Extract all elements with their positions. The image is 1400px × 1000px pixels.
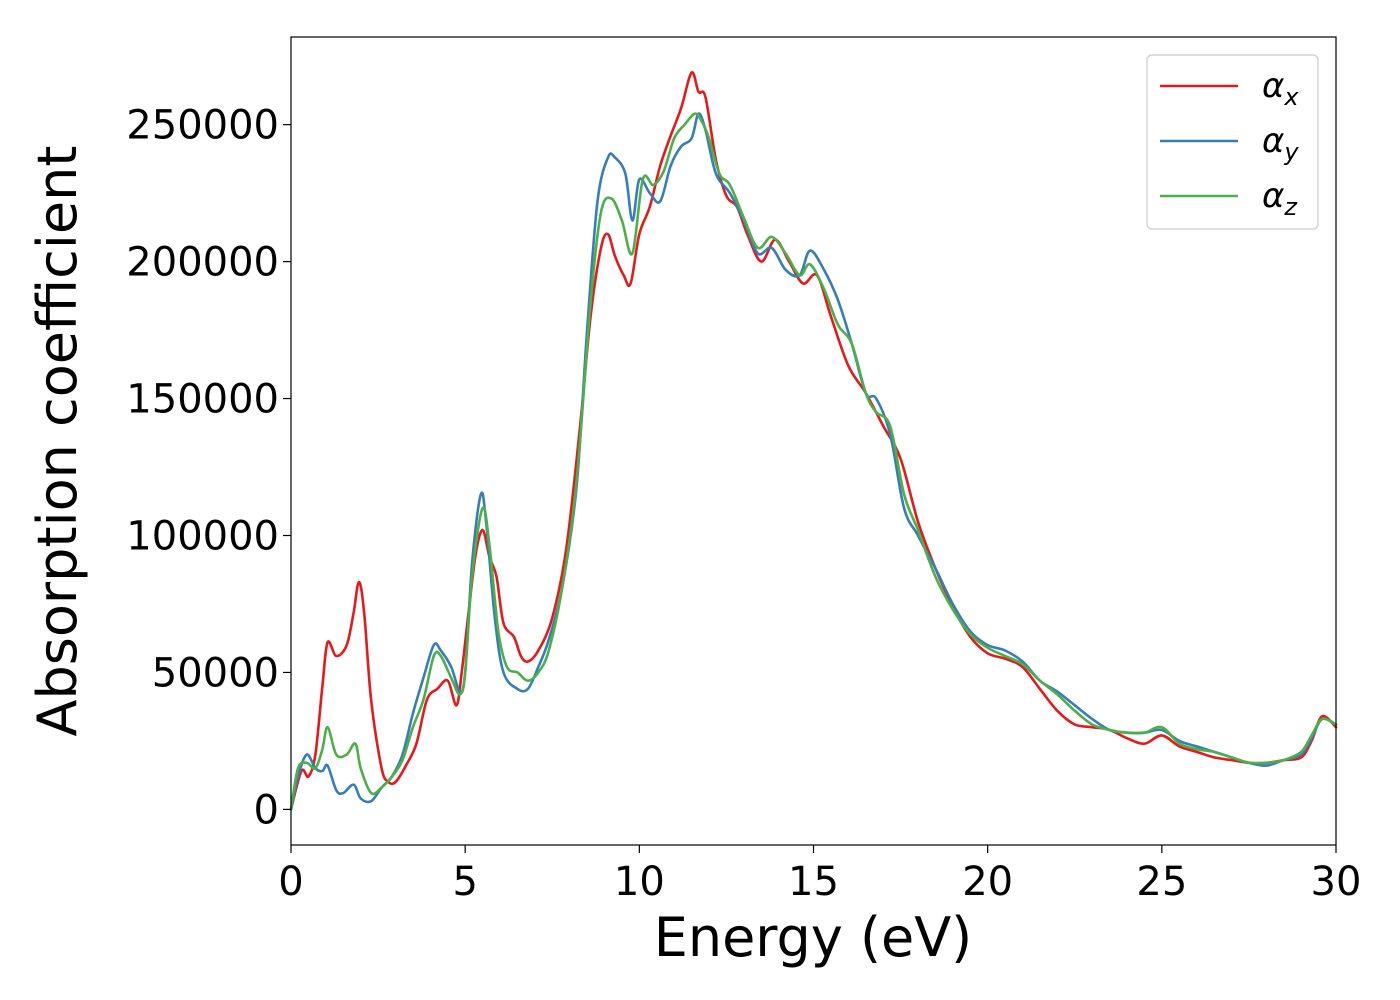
x-tick-label: 20: [962, 859, 1013, 905]
legend-label-alpha-x: αx: [1262, 66, 1299, 111]
legend: αx αy αz: [1146, 54, 1319, 230]
y-tick-label: 250000: [126, 103, 279, 149]
y-tick-label: 50000: [152, 650, 279, 696]
x-tick-label: 30: [1311, 859, 1362, 905]
x-tick-label: 0: [278, 859, 303, 905]
y-tick-label: 150000: [126, 377, 279, 423]
x-tick-label: 25: [1136, 859, 1187, 905]
series-line-alpha-z: [289, 112, 1338, 811]
series-layer: [289, 71, 1338, 811]
x-axis-title: Energy (eV): [654, 906, 973, 969]
y-tick-label: 100000: [126, 513, 279, 559]
x-tick-label: 15: [788, 859, 839, 905]
series-line-alpha-x: [289, 71, 1338, 811]
series-line-alpha-y: [289, 112, 1338, 811]
y-tick-label: 200000: [126, 240, 279, 286]
legend-label-alpha-y: αy: [1262, 121, 1299, 166]
y-tick-label: 0: [254, 787, 279, 833]
x-tick-label: 10: [614, 859, 665, 905]
y-axis-ticks: 0 50000 100000 150000 200000 250000: [126, 103, 291, 833]
y-axis-title: Absorption coefficient: [26, 146, 89, 737]
x-tick-label: 5: [452, 859, 477, 905]
x-axis-ticks: 0 5 10 15 20 25 30: [278, 845, 1361, 905]
legend-label-alpha-z: αz: [1262, 176, 1298, 221]
